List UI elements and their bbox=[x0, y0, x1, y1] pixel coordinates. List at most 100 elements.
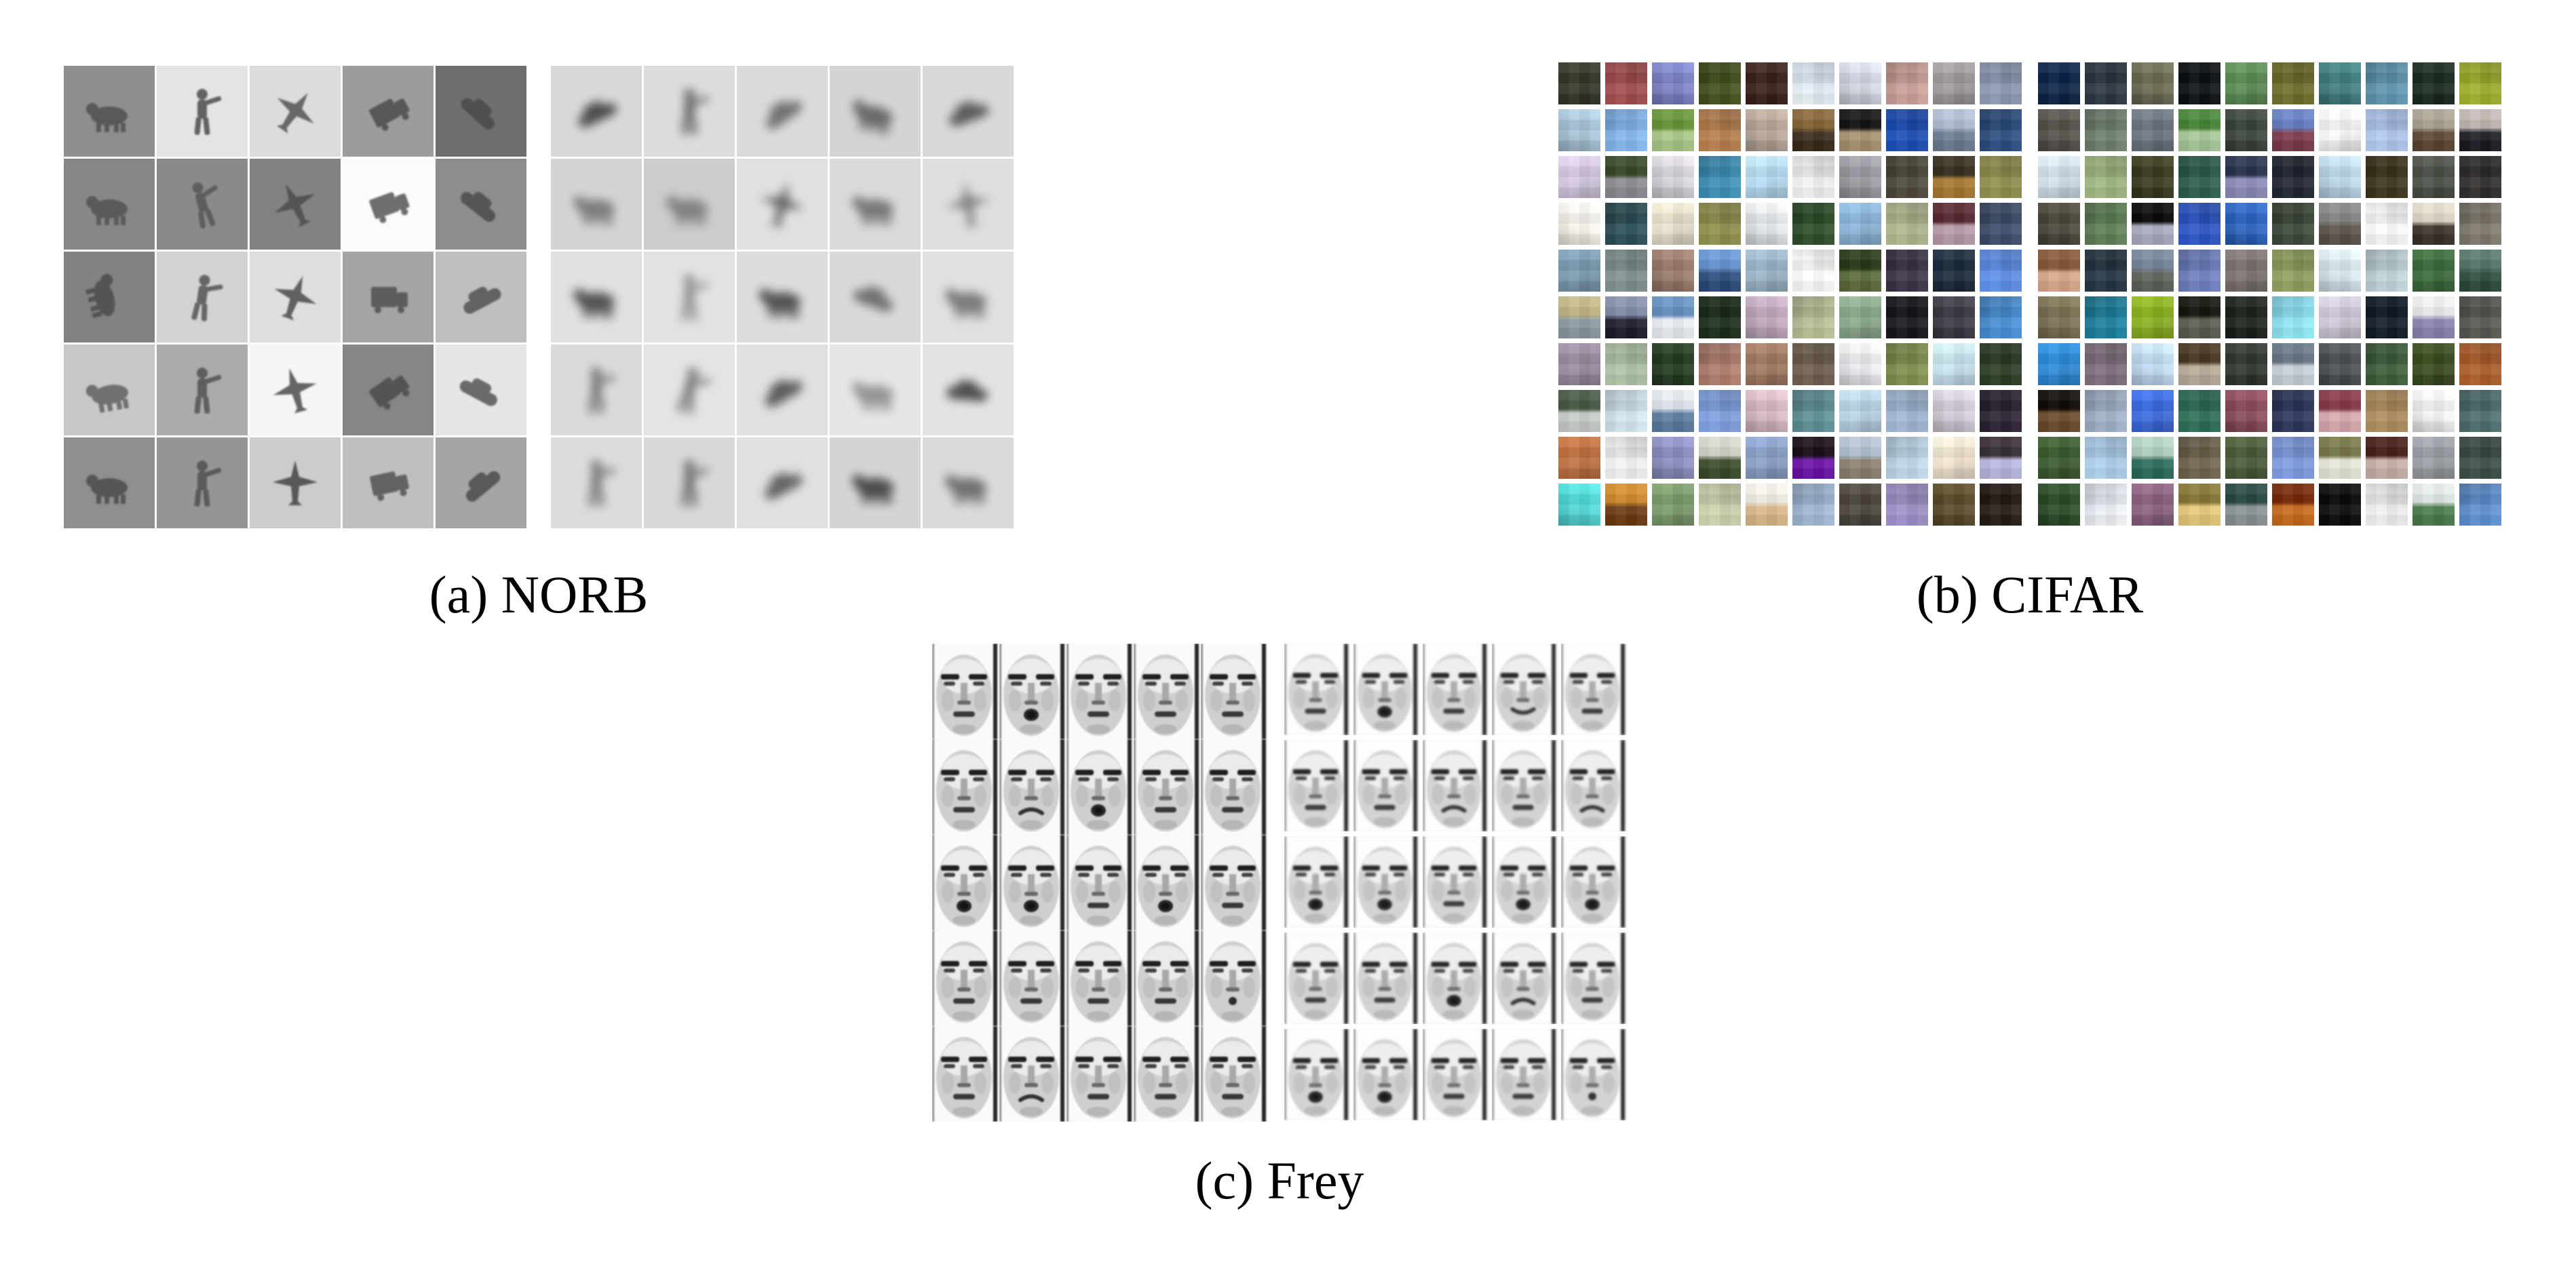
cifar-data-cell bbox=[1933, 343, 1975, 385]
frey-data-face bbox=[1134, 1026, 1201, 1122]
cifar-sample-cell bbox=[2366, 437, 2408, 479]
norb-data-cell bbox=[157, 252, 248, 342]
cifar-data-cell bbox=[1839, 109, 1881, 151]
frey-data-face bbox=[932, 835, 999, 930]
norb-data-cell-person-silhouette bbox=[157, 66, 248, 157]
cifar-sample-cell bbox=[2038, 203, 2080, 245]
norb-data-cell-car-silhouette bbox=[436, 437, 526, 528]
caption-frey: (c) Frey bbox=[1195, 1151, 1364, 1210]
cifar-sample-cell bbox=[2085, 250, 2127, 292]
norb-sample-cell-car-silhouette bbox=[923, 66, 1014, 157]
cifar-sample-cell bbox=[2272, 484, 2314, 526]
norb-data-cell-animal-silhouette bbox=[64, 66, 155, 157]
norb-data-cell-truck-silhouette bbox=[343, 345, 434, 435]
cifar-sample-cell bbox=[2319, 250, 2361, 292]
cifar-data-cell bbox=[1886, 437, 1928, 479]
frey-data-face bbox=[999, 739, 1066, 835]
cifar-data-cell bbox=[1980, 437, 2022, 479]
norb-data-cell bbox=[250, 437, 341, 528]
cifar-sample-cell bbox=[2366, 484, 2408, 526]
caption-norb: (a) NORB bbox=[429, 565, 649, 624]
cifar-sample-cell bbox=[2459, 203, 2501, 245]
cifar-sample-cell bbox=[2038, 343, 2080, 385]
cifar-sample-cell bbox=[2178, 156, 2221, 198]
cifar-sample-cell bbox=[2085, 203, 2127, 245]
cifar-sample-cell bbox=[2178, 343, 2221, 385]
norb-sample-cell bbox=[737, 159, 828, 250]
cifar-sample-cell bbox=[2038, 296, 2080, 338]
cifar-data-cell bbox=[1980, 62, 2022, 104]
cifar-sample-cell bbox=[2459, 109, 2501, 151]
norb-sample-cell-animal-silhouette bbox=[551, 159, 642, 250]
cifar-data-cell bbox=[1933, 437, 1975, 479]
cifar-sample-cell bbox=[2178, 296, 2221, 338]
norb-data-cell-animal-silhouette bbox=[64, 159, 155, 250]
norb-data-cell bbox=[436, 437, 526, 528]
cifar-sample-cell bbox=[2459, 343, 2501, 385]
cifar-data-cell bbox=[1699, 62, 1741, 104]
cifar-model-samples-grid bbox=[2038, 62, 2501, 526]
cifar-data-cell bbox=[1792, 156, 1834, 198]
cifar-data-cell bbox=[1792, 390, 1834, 432]
cifar-training-images-grid bbox=[1558, 62, 2022, 526]
cifar-sample-cell bbox=[2319, 62, 2361, 104]
frey-sample-face bbox=[1353, 836, 1419, 928]
cifar-sample-cell bbox=[2132, 203, 2174, 245]
cifar-data-cell bbox=[1886, 250, 1928, 292]
cifar-sample-cell bbox=[2225, 390, 2267, 432]
cifar-data-cell bbox=[1605, 437, 1647, 479]
norb-sample-cell bbox=[644, 252, 735, 342]
norb-sample-cell-car-silhouette bbox=[737, 66, 828, 157]
cifar-sample-cell bbox=[2038, 390, 2080, 432]
norb-sample-cell bbox=[551, 437, 642, 528]
norb-sample-cell bbox=[923, 437, 1014, 528]
cifar-sample-cell bbox=[2225, 296, 2267, 338]
norb-sample-cell bbox=[737, 252, 828, 342]
frey-data-face bbox=[1201, 835, 1268, 930]
cifar-sample-cell bbox=[2459, 296, 2501, 338]
cifar-data-cell bbox=[1605, 156, 1647, 198]
cifar-data-cell bbox=[1699, 203, 1741, 245]
cifar-sample-cell bbox=[2366, 109, 2408, 151]
cifar-sample-cell bbox=[2225, 62, 2267, 104]
norb-sample-cell-plane-silhouette bbox=[737, 159, 828, 250]
frey-sample-face bbox=[1561, 836, 1627, 928]
frey-data-face bbox=[1066, 930, 1134, 1026]
norb-data-cell-plane-silhouette bbox=[250, 437, 341, 528]
cifar-sample-cell bbox=[2272, 437, 2314, 479]
cifar-sample-cell bbox=[2459, 156, 2501, 198]
cifar-sample-cell bbox=[2412, 437, 2455, 479]
norb-sample-cell-person-silhouette bbox=[644, 345, 735, 435]
cifar-sample-cell bbox=[2178, 484, 2221, 526]
cifar-data-cell bbox=[1746, 390, 1788, 432]
norb-sample-cell-car-silhouette bbox=[737, 345, 828, 435]
cifar-data-cell bbox=[1652, 437, 1694, 479]
cifar-data-cell bbox=[1792, 109, 1834, 151]
cifar-sample-cell bbox=[2412, 296, 2455, 338]
cifar-sample-cell bbox=[2225, 437, 2267, 479]
norb-data-cell-car-silhouette bbox=[436, 159, 526, 250]
cifar-sample-cell bbox=[2085, 296, 2127, 338]
cifar-sample-cell bbox=[2132, 343, 2174, 385]
frey-data-face bbox=[932, 1026, 999, 1122]
cifar-sample-cell bbox=[2459, 62, 2501, 104]
cifar-data-cell bbox=[1746, 203, 1788, 245]
frey-model-samples-grid bbox=[1284, 644, 1627, 1120]
cifar-data-cell bbox=[1792, 296, 1834, 338]
cifar-sample-cell bbox=[2132, 250, 2174, 292]
cifar-sample-cell bbox=[2366, 250, 2408, 292]
norb-data-cell-plane-silhouette bbox=[250, 159, 341, 250]
norb-sample-cell bbox=[644, 345, 735, 435]
norb-data-cell bbox=[343, 252, 434, 342]
cifar-data-cell bbox=[1605, 250, 1647, 292]
cifar-data-cell bbox=[1699, 109, 1741, 151]
norb-sample-cell bbox=[923, 159, 1014, 250]
cifar-data-cell bbox=[1792, 484, 1834, 526]
cifar-data-cell bbox=[1605, 203, 1647, 245]
norb-data-cell bbox=[250, 345, 341, 435]
cifar-data-cell bbox=[1792, 437, 1834, 479]
norb-data-cell-animal-silhouette bbox=[64, 345, 155, 435]
cifar-data-cell bbox=[1933, 156, 1975, 198]
cifar-sample-cell bbox=[2038, 437, 2080, 479]
